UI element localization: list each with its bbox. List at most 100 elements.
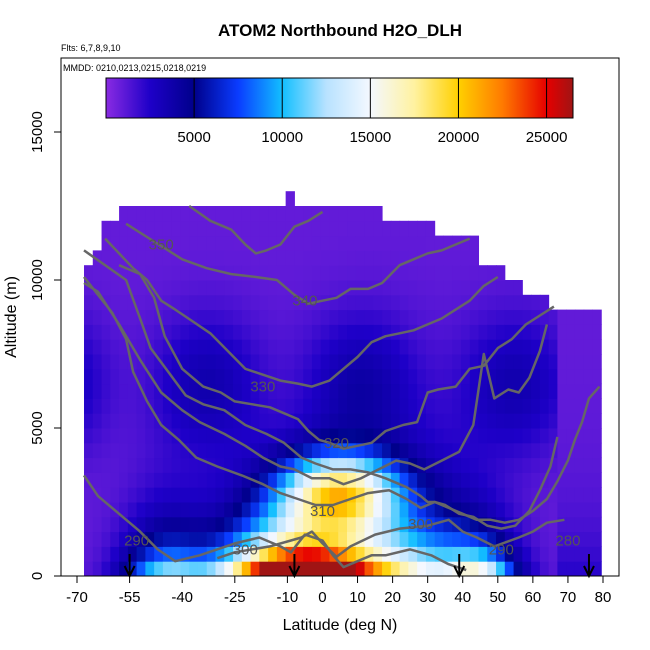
heatmap-cell xyxy=(338,516,348,533)
contour-line xyxy=(82,474,467,572)
heatmap-cell xyxy=(162,368,173,385)
heatmap-cell xyxy=(259,516,269,533)
heatmap-cell xyxy=(469,546,480,562)
heatmap-cell xyxy=(92,324,103,340)
heatmap-cell xyxy=(294,354,304,370)
heatmap-cell xyxy=(84,265,94,281)
heatmap-cell xyxy=(285,309,295,325)
heatmap-cell xyxy=(250,368,260,385)
heatmap-cell xyxy=(355,472,366,488)
heatmap-cell xyxy=(294,324,304,340)
heatmap-cell xyxy=(548,354,558,370)
heatmap-cell xyxy=(347,502,357,518)
heatmap-cell xyxy=(390,428,401,444)
heatmap-cell xyxy=(136,265,146,281)
heatmap-cell xyxy=(294,457,304,473)
y-tick-label: 0 xyxy=(29,572,46,580)
heatmap-cell xyxy=(110,516,120,533)
heatmap-cell xyxy=(443,516,453,533)
heatmap-cell xyxy=(197,220,208,237)
heatmap-cell xyxy=(268,206,278,222)
heatmap-cell xyxy=(303,398,313,414)
heatmap-cell xyxy=(329,309,339,325)
heatmap-cell xyxy=(180,413,190,429)
heatmap-cell xyxy=(443,250,453,266)
heatmap-cell xyxy=(425,280,436,296)
heatmap-cell xyxy=(241,265,252,281)
heatmap-cell xyxy=(382,487,392,503)
heatmap-cell xyxy=(294,220,304,237)
heatmap-cell xyxy=(390,354,401,370)
heatmap-cell xyxy=(145,235,155,251)
heatmap-cell xyxy=(338,457,348,473)
heatmap-cell xyxy=(276,531,287,547)
heatmap-cell xyxy=(390,235,401,251)
heatmap-cell xyxy=(145,516,155,533)
heatmap-cell xyxy=(373,294,383,311)
heatmap-cell xyxy=(119,413,129,429)
heatmap-cell xyxy=(487,324,497,340)
heatmap-cell xyxy=(259,561,269,576)
heatmap-cell xyxy=(145,280,155,296)
heatmap-cell xyxy=(294,235,304,251)
heatmap-cell xyxy=(504,561,515,576)
heatmap-cell xyxy=(469,339,480,355)
heatmap-cell xyxy=(417,250,427,266)
heatmap-cell xyxy=(189,442,199,459)
heatmap-cell xyxy=(189,339,199,355)
heatmap-cell xyxy=(197,531,208,547)
heatmap-cell xyxy=(303,516,313,533)
x-tick-label: -40 xyxy=(171,589,193,606)
heatmap-cell xyxy=(303,383,313,399)
heatmap-cell xyxy=(539,546,550,562)
heatmap-cell xyxy=(408,294,418,311)
heatmap-cell xyxy=(487,339,497,355)
heatmap-cell xyxy=(469,442,480,459)
heatmap-cell xyxy=(539,354,550,370)
contour-label: 290 xyxy=(489,541,514,558)
heatmap-cell xyxy=(154,206,164,222)
heatmap-cell xyxy=(408,309,418,325)
heatmap-cell xyxy=(145,472,155,488)
heatmap-cell xyxy=(452,413,462,429)
heatmap-cell xyxy=(373,516,383,533)
heatmap-cell xyxy=(215,398,225,414)
heatmap-cell xyxy=(557,428,567,444)
heatmap-cell xyxy=(338,472,348,488)
heatmap-cell xyxy=(364,516,374,533)
y-axis: 0 5000 10000 15000 xyxy=(29,111,61,580)
heatmap-cell xyxy=(355,561,366,576)
heatmap-cell xyxy=(154,442,164,459)
heatmap-cell xyxy=(399,516,409,533)
heatmap-cell xyxy=(180,531,190,547)
heatmap-cell xyxy=(250,457,260,473)
heatmap-cell xyxy=(92,354,103,370)
heatmap-cell xyxy=(364,428,374,444)
heatmap-cell xyxy=(180,472,190,488)
heatmap-cell xyxy=(408,428,418,444)
heatmap-cell xyxy=(268,457,278,473)
heatmap-cell xyxy=(233,531,243,547)
heatmap-cell xyxy=(487,413,497,429)
heatmap-cell xyxy=(574,368,585,385)
contour-line xyxy=(216,518,565,560)
heatmap-cell xyxy=(548,413,558,429)
heatmap-cell xyxy=(355,516,366,533)
heatmap-cell xyxy=(513,472,523,488)
heatmap-cell xyxy=(180,442,190,459)
heatmap-cell xyxy=(259,487,269,503)
heatmap-cell xyxy=(145,502,155,518)
heatmap-cell xyxy=(338,428,348,444)
heatmap-cell xyxy=(434,442,444,459)
heatmap-cell xyxy=(469,265,480,281)
heatmap-cell xyxy=(162,398,173,414)
heatmap-cell xyxy=(154,250,164,266)
heatmap-cell xyxy=(285,324,295,340)
heatmap-cell xyxy=(364,442,374,459)
heatmap-cell xyxy=(504,324,515,340)
heatmap-cell xyxy=(338,339,348,355)
x-axis: -70 -55 -40 -25 -10 0 10 20 30 40 50 60 70 80 xyxy=(66,576,611,606)
heatmap-cell xyxy=(154,383,164,399)
heatmap-cell xyxy=(566,339,576,355)
heatmap-cell xyxy=(338,309,348,325)
